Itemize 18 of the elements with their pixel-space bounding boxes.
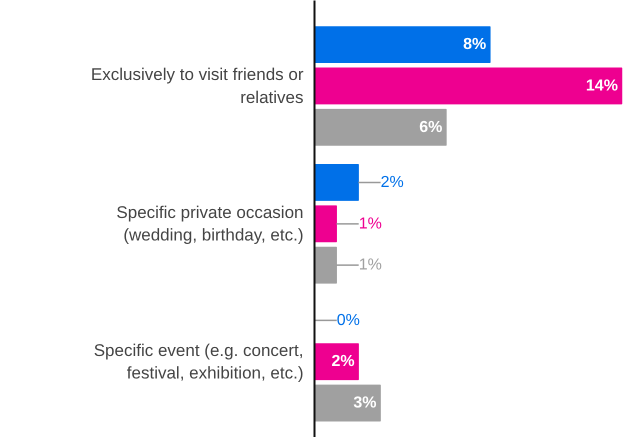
- bar: [314, 68, 622, 104]
- y-tick-label: Exclusively to visit friends or relatives: [90, 65, 304, 107]
- data-label: 6%: [419, 118, 442, 136]
- data-label: 8%: [463, 36, 486, 54]
- bar: [314, 384, 381, 422]
- data-label: 1%: [358, 215, 382, 232]
- bar: [314, 26, 491, 64]
- data-label: 0%: [336, 312, 360, 329]
- y-tick-label: Specific private occasion (wedding, birthday, etc.): [116, 202, 304, 245]
- data-label: 14%: [586, 77, 618, 94]
- y-tick-label: Specific event (e.g. concert, festival, exhibition, etc.): [94, 340, 304, 383]
- data-label: 2%: [331, 353, 355, 370]
- data-label: 3%: [353, 394, 377, 412]
- bar: [314, 164, 359, 201]
- data-label: 1%: [358, 256, 382, 274]
- data-label: 2%: [380, 174, 404, 191]
- bar: [314, 205, 337, 242]
- bar: [314, 108, 447, 146]
